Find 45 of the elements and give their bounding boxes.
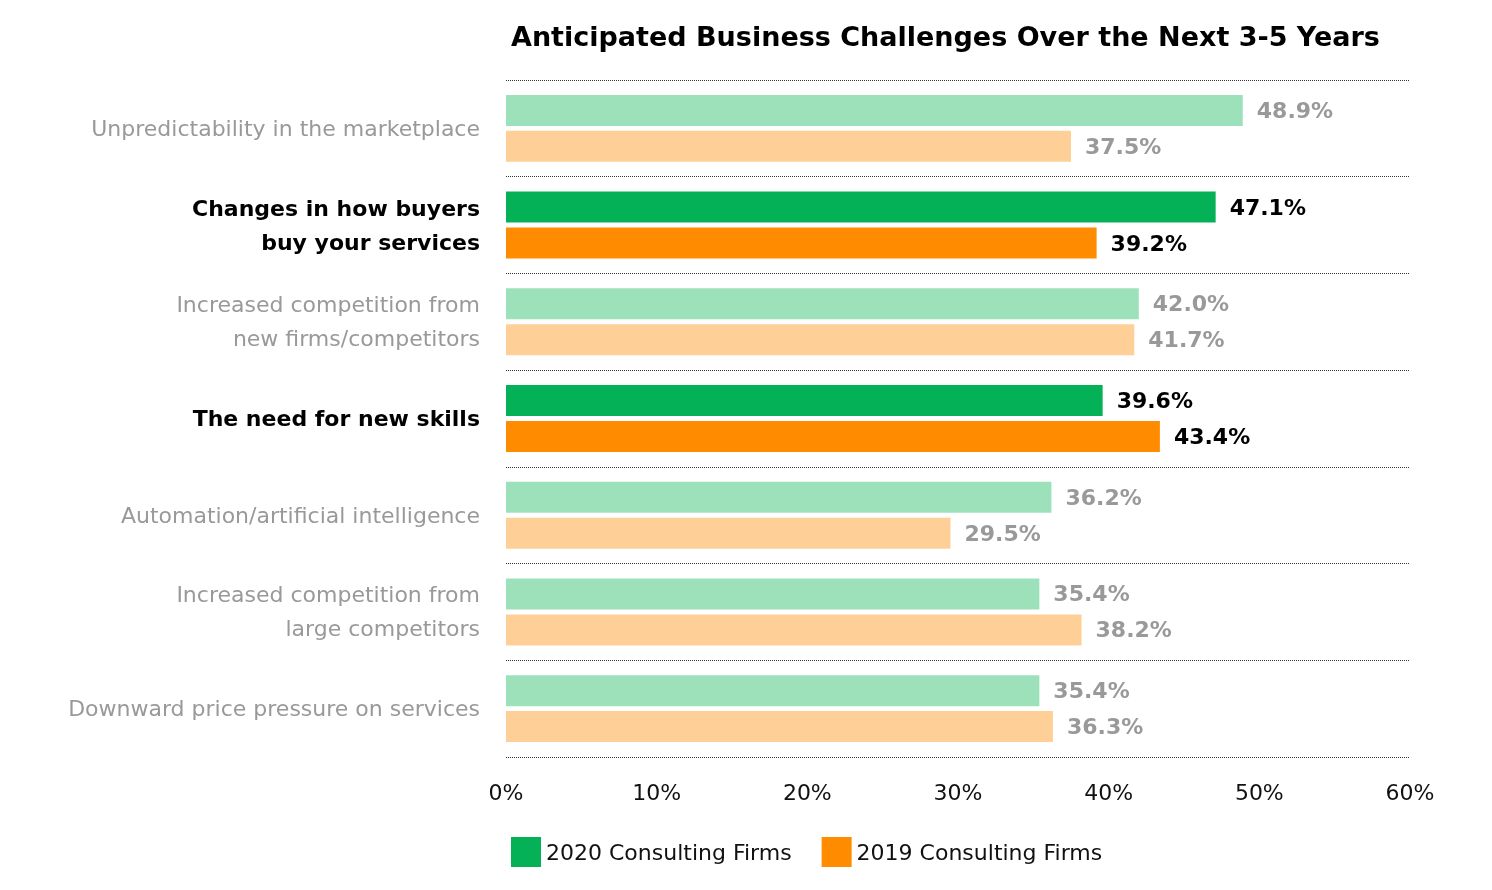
y-tick-label: The need for new skills bbox=[192, 406, 480, 431]
legend-label: 2019 Consulting Firms bbox=[856, 839, 1103, 865]
y-tick-label: Increased competition from new firms/competitors bbox=[176, 292, 480, 352]
bar bbox=[506, 324, 1135, 356]
bar bbox=[506, 385, 1103, 417]
data-label: 38.2% bbox=[1095, 617, 1172, 643]
data-label: 35.4% bbox=[1053, 581, 1130, 607]
data-label: 29.5% bbox=[964, 520, 1041, 546]
bar bbox=[506, 675, 1040, 707]
x-tick-label: 40% bbox=[1084, 779, 1134, 805]
x-tick-label: 30% bbox=[933, 779, 983, 805]
data-label: 36.3% bbox=[1066, 714, 1144, 740]
x-tick-label: 10% bbox=[632, 779, 682, 805]
bar bbox=[506, 481, 1052, 513]
data-label: 47.1% bbox=[1229, 194, 1306, 220]
bar bbox=[506, 94, 1243, 126]
bar bbox=[506, 191, 1216, 223]
bar bbox=[506, 578, 1040, 610]
x-tick-label: 50% bbox=[1234, 779, 1284, 805]
data-label: 35.4% bbox=[1053, 678, 1130, 704]
y-tick-label: Downward price pressure on services bbox=[68, 696, 480, 722]
chart-title: Anticipated Business Challenges Over the Next 3-5 Years bbox=[511, 21, 1380, 52]
y-tick-label: Automation/artificial intelligence bbox=[120, 502, 480, 528]
data-label: 48.9% bbox=[1256, 97, 1334, 123]
bar bbox=[506, 614, 1082, 646]
y-tick-label: Changes in how buyers buy your services bbox=[192, 195, 480, 255]
bar bbox=[506, 420, 1160, 452]
bar bbox=[506, 130, 1071, 162]
bar bbox=[506, 517, 951, 549]
x-tick-label: 20% bbox=[782, 779, 832, 805]
x-tick-label: 60% bbox=[1385, 779, 1435, 805]
data-label: 39.2% bbox=[1110, 230, 1187, 256]
legend-label: 2020 Consulting Firms bbox=[546, 839, 792, 865]
data-label: 42.0% bbox=[1152, 291, 1230, 317]
data-label: 36.2% bbox=[1065, 484, 1142, 510]
bar bbox=[506, 711, 1053, 743]
data-label: 39.6% bbox=[1116, 388, 1193, 414]
y-tick-label: Unpredictability in the marketplace bbox=[91, 115, 480, 141]
y-tick-label: Increased competition from large competitors bbox=[176, 582, 480, 642]
data-label: 41.7% bbox=[1148, 327, 1225, 353]
bar bbox=[506, 288, 1139, 320]
data-label: 37.5% bbox=[1085, 133, 1162, 159]
bar bbox=[506, 227, 1097, 259]
data-label: 43.4% bbox=[1173, 423, 1251, 449]
x-tick-label: 0% bbox=[488, 779, 524, 805]
